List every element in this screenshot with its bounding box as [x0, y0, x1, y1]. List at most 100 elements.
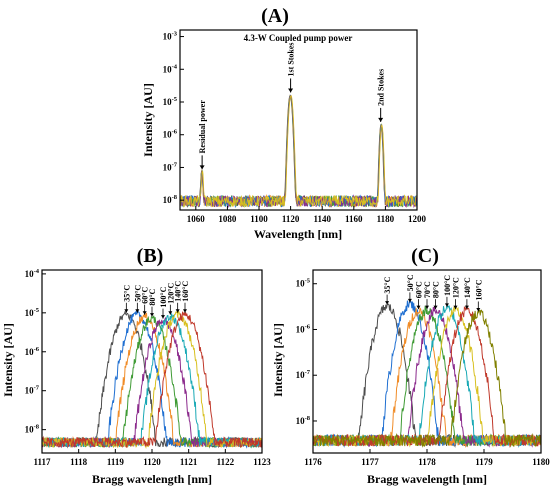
x-tick-label: 1122	[217, 457, 235, 467]
temperature-label: 50°C	[133, 285, 142, 302]
x-tick-label: 1123	[253, 457, 271, 467]
y-tick-label: 10-5	[25, 307, 40, 318]
spectrum-line	[41, 313, 263, 449]
panel-c-plot	[312, 300, 542, 448]
x-tick-label: 1121	[180, 457, 198, 467]
y-tick-label: 10-4	[25, 268, 40, 279]
x-tick-label: 1180	[377, 214, 395, 224]
annotation-label: 1st Stokes	[287, 42, 296, 76]
spectrum-line	[41, 309, 263, 449]
temperature-label: 100°C	[159, 286, 168, 307]
panel-a-y-axis-title: Intensity [AU]	[141, 83, 155, 157]
y-tick-label: 10-7	[25, 385, 40, 396]
temperature-label: 100°C	[443, 275, 452, 296]
temperature-label: 35°C	[383, 276, 392, 293]
panel-b-y-axis-title: Intensity [AU]	[1, 323, 15, 397]
x-tick-label: 1118	[70, 457, 88, 467]
annotation-arrowhead	[135, 309, 140, 313]
annotation-arrowhead	[476, 307, 481, 312]
temperature-label: 70°C	[423, 281, 432, 298]
panel-b-plot	[41, 309, 263, 449]
spectrum-line	[179, 94, 418, 209]
panel-a: (A) 4.3-W Coupled pump power 1060 1080 110…	[141, 5, 427, 241]
y-tick-label: 10-8	[25, 424, 40, 435]
panel-a-x-ticks: 1060 1080 1100 1120 1140 1160 1180 1200	[187, 206, 427, 224]
temperature-label: 60°C	[414, 281, 423, 298]
temperature-label: 120°C	[166, 283, 175, 304]
annotation-arrowhead	[183, 309, 187, 313]
spectrum-line	[179, 94, 418, 208]
x-tick-label: 1177	[361, 457, 379, 467]
annotation-arrowhead	[175, 309, 180, 313]
x-tick-label: 1117	[33, 457, 51, 467]
y-tick-label: 10-6	[25, 346, 40, 357]
panel-b-label: (B)	[137, 245, 164, 267]
x-tick-label: 1178	[418, 457, 436, 467]
spectrum-line	[179, 94, 418, 208]
y-tick-label: 10-8	[163, 194, 178, 205]
panel-c-x-ticks: 1176 1177 1178 1179 1180	[304, 449, 550, 467]
temperature-label: 80°C	[432, 281, 441, 298]
annotation-arrowhead	[150, 313, 154, 317]
annotation-arrowhead	[444, 303, 449, 307]
panel-b-x-axis-title: Bragg wavelength [nm]	[92, 472, 212, 486]
panel-a-x-axis-title: Wavelength [nm]	[254, 227, 342, 241]
panel-c-y-axis-title: Intensity [AU]	[271, 323, 285, 397]
panel-a-label: (A)	[261, 5, 289, 27]
spectrum-line	[179, 94, 418, 208]
annotation-arrowhead	[161, 315, 165, 319]
annotation-arrowhead	[199, 165, 205, 170]
annotation-arrowhead	[425, 305, 429, 310]
spectrum-line	[179, 94, 418, 208]
x-tick-label: 1120	[282, 214, 300, 224]
spectrum-line	[179, 94, 418, 209]
spectrum-line	[312, 309, 542, 448]
annotation-arrowhead	[142, 311, 147, 315]
spectrum-line	[41, 316, 263, 449]
x-tick-label: 1080	[218, 214, 237, 224]
annotation-arrowhead	[453, 305, 458, 310]
panel-b: (B) 1117 1118 1119 1120 1121 1122 1123 10-810-…	[1, 245, 271, 486]
annotation-arrowhead	[416, 305, 421, 310]
annotation-arrowhead	[407, 298, 412, 303]
x-tick-label: 1100	[250, 214, 268, 224]
panel-a-title: 4.3-W Coupled pump power	[244, 33, 353, 43]
panel-a-frame	[179, 29, 418, 211]
panel-c-x-axis-title: Bragg wavelength [nm]	[367, 472, 487, 486]
x-tick-label: 1119	[107, 457, 125, 467]
y-tick-label: 10-6	[163, 129, 178, 140]
y-tick-label: 10-8	[296, 415, 311, 426]
annotation-label: 2nd Stokes	[377, 69, 386, 106]
panel-c-label: (C)	[411, 245, 439, 267]
y-tick-label: 10-6	[296, 323, 311, 334]
annotation-arrowhead	[288, 88, 294, 93]
x-tick-label: 1179	[475, 457, 493, 467]
annotation-arrowhead	[433, 305, 438, 310]
annotation-arrowhead	[168, 311, 173, 315]
panel-a-y-ticks: 10-8 10-7 10-6 10-5 10-4 10-3	[163, 31, 184, 205]
panel-c-annotations: 35°C 50°C 60°C 70°C 80°C 100°C 120°C 140°C 160°C	[383, 274, 483, 312]
panel-a-plot	[179, 94, 418, 209]
spectrum-line	[41, 312, 263, 449]
x-tick-label: 1180	[532, 457, 550, 467]
annotation-arrowhead	[385, 301, 390, 305]
y-tick-label: 10-7	[163, 161, 178, 172]
temperature-label: 80°C	[148, 288, 157, 305]
y-tick-label: 10-3	[163, 31, 178, 42]
panel-c-y-ticks: 10-8 10-7 10-6 10-5	[296, 278, 317, 426]
spectrum-line	[41, 311, 263, 449]
temperature-label: 60°C	[141, 287, 150, 304]
x-tick-label: 1176	[304, 457, 322, 467]
annotation-arrowhead	[124, 309, 129, 313]
temperature-label: 120°C	[452, 277, 461, 298]
panel-a-annotations: Residual power 1st Stokes 2nd Stokes	[198, 42, 386, 170]
y-tick-label: 10-5	[296, 278, 311, 289]
spectrum-line	[41, 311, 263, 449]
y-tick-label: 10-4	[163, 63, 178, 74]
panel-b-x-ticks: 1117 1118 1119 1120 1121 1122 1123	[33, 449, 271, 467]
temperature-label: 50°C	[406, 274, 415, 291]
annotation-arrowhead	[464, 305, 469, 310]
temperature-label: 160°C	[181, 281, 190, 302]
